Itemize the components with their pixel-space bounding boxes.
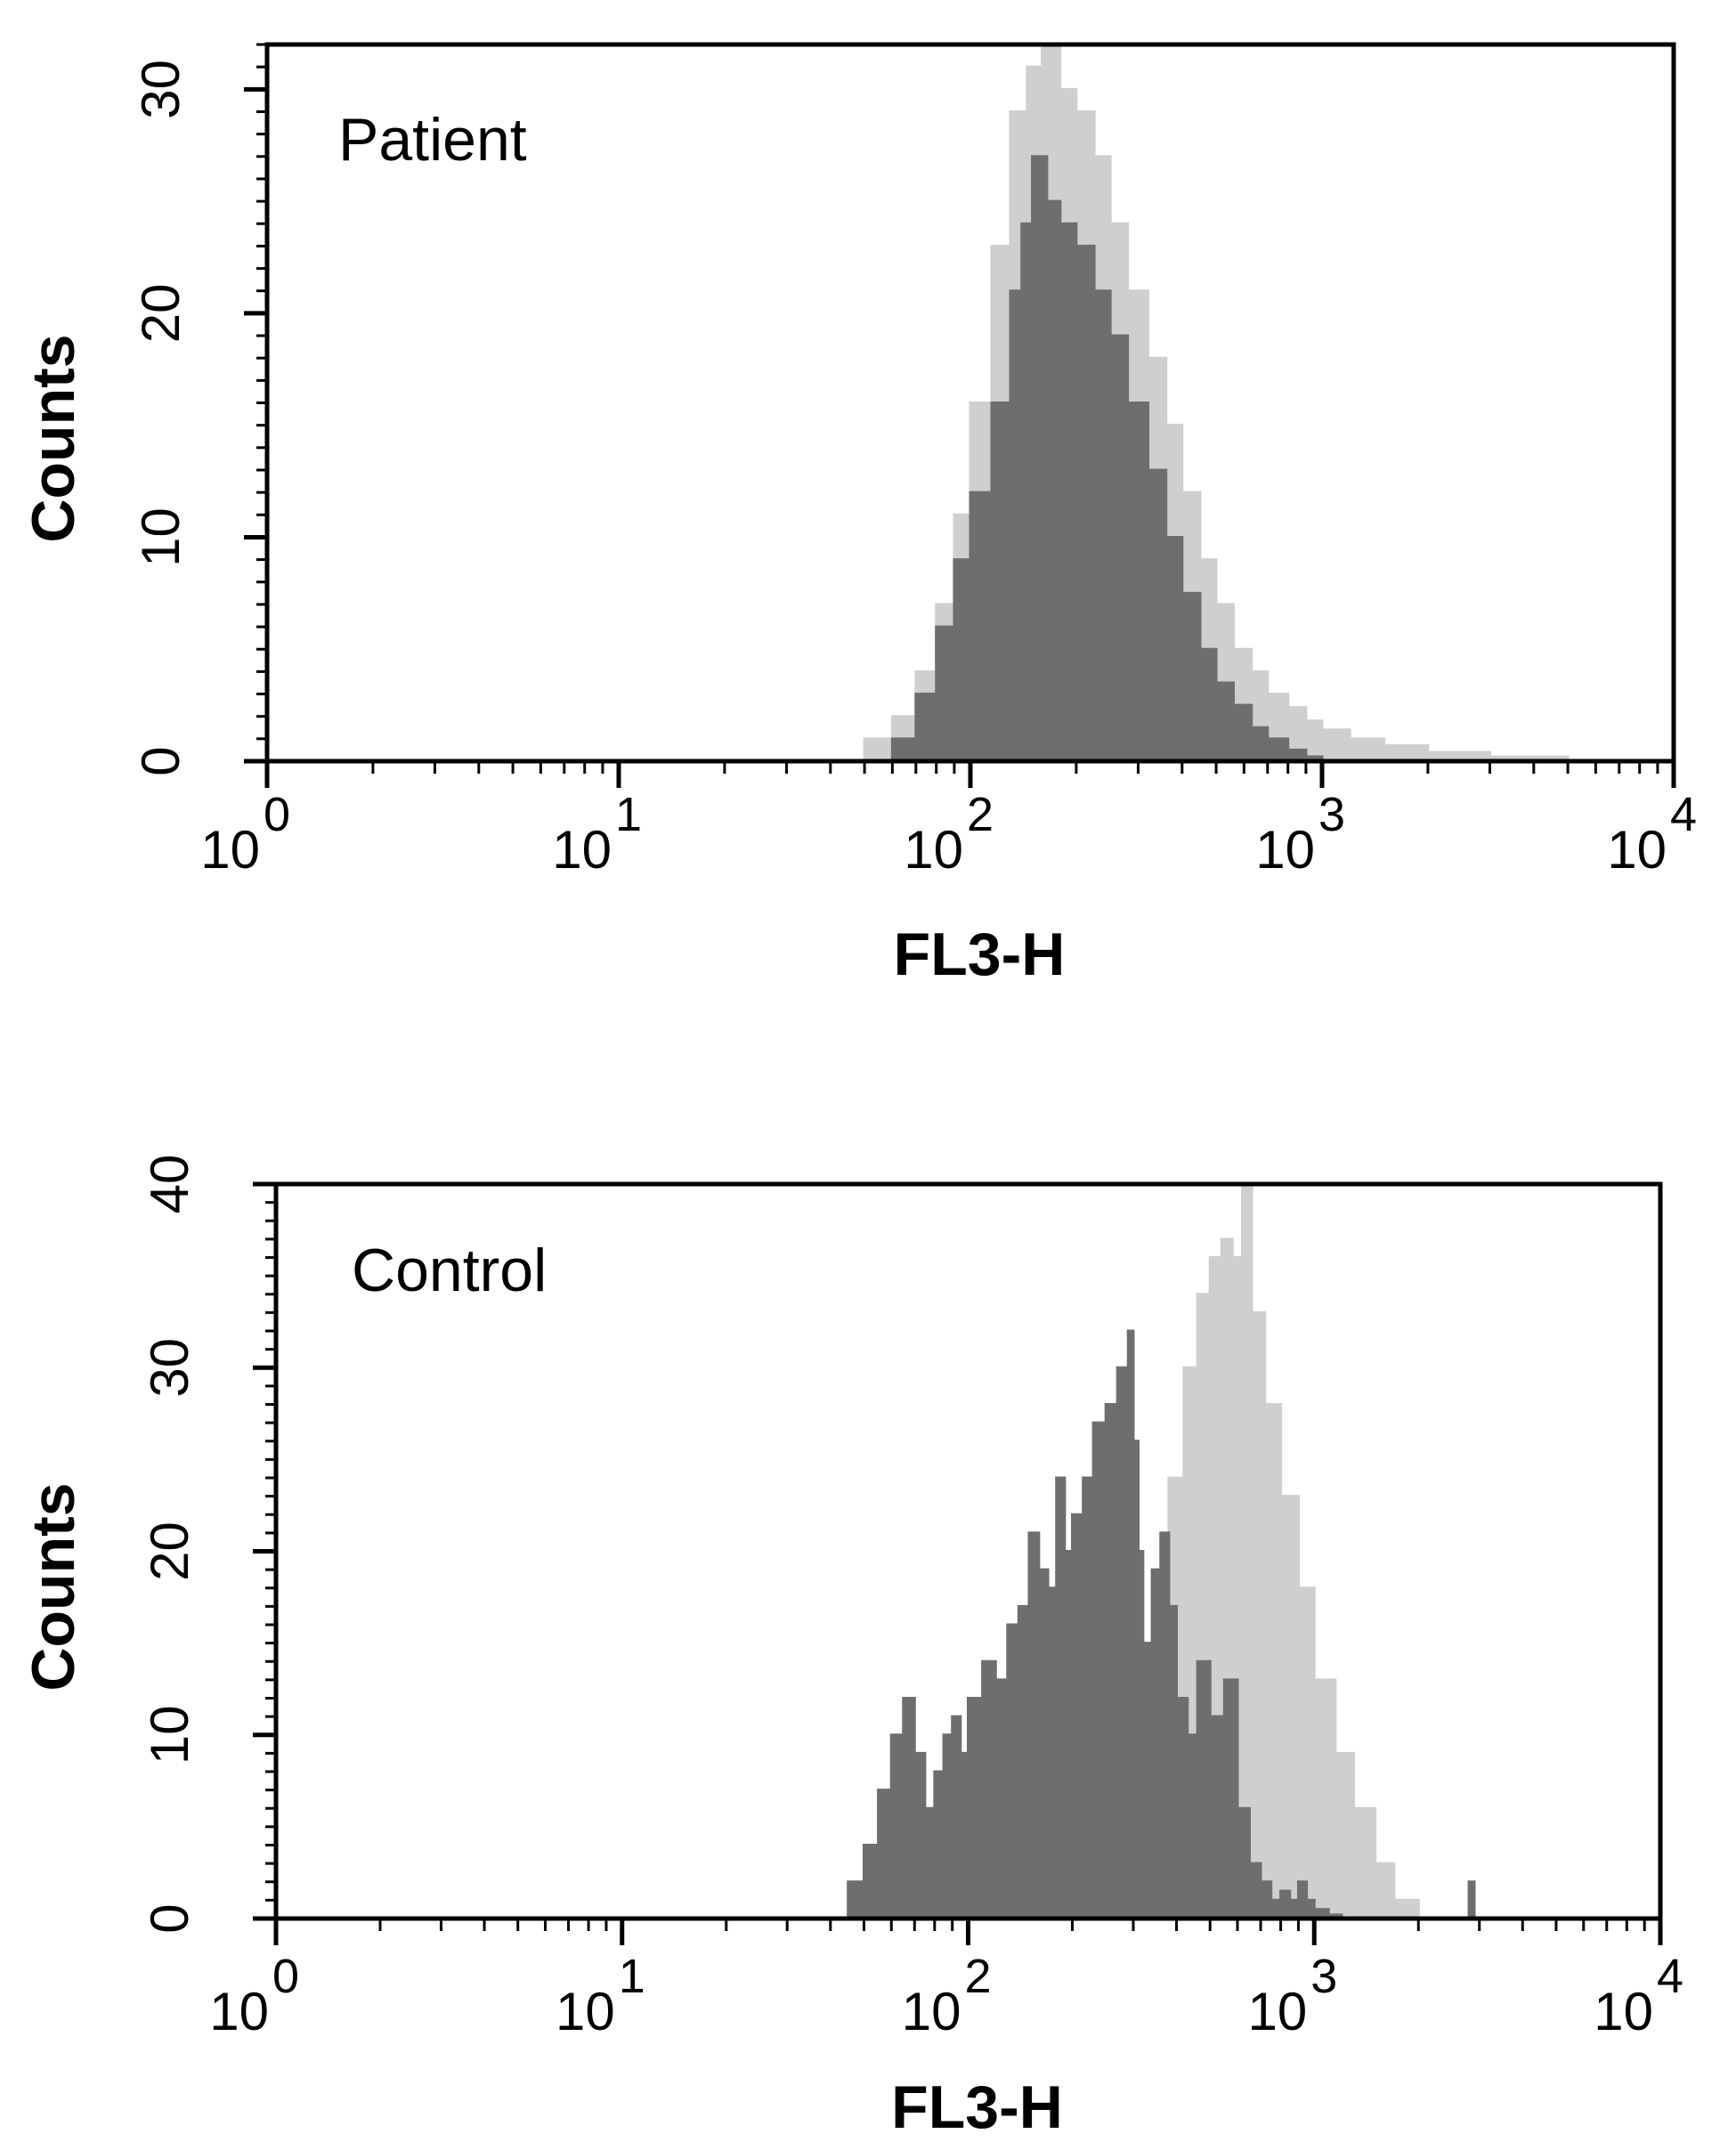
control-series-filled [830, 1329, 1476, 1920]
patient-x-tick-exponent: 2 [967, 788, 994, 841]
patient-x-tick-label: 10 [904, 820, 963, 880]
control-x-tick-exponent: 1 [619, 1950, 645, 2003]
control-x-tick-label: 10 [902, 1982, 961, 2041]
control-x-tick-exponent: 2 [965, 1950, 992, 2003]
control-x-tick-label: 10 [556, 1982, 615, 2041]
control-y-tick-label: 10 [140, 1705, 199, 1765]
patient-x-tick-exponent: 4 [1670, 788, 1697, 841]
patient-y-axis-title: Counts [20, 334, 87, 542]
control-x-tick-label: 10 [209, 1982, 269, 2041]
patient-x-tick-label: 10 [1607, 820, 1667, 880]
control-y-tick-label: 40 [140, 1155, 199, 1214]
control-y-tick-label: 30 [140, 1338, 199, 1398]
control-x-tick-exponent: 3 [1310, 1950, 1337, 2003]
control-y-tick-label: 0 [140, 1903, 199, 1933]
control-x-tick-exponent: 4 [1657, 1950, 1683, 2003]
control-y-axis-title: Counts [20, 1482, 87, 1691]
control-histogram-panel: 0 10 20 30 40 10 0 10 1 10 2 10 3 10 4 Control FL3-H Coun… [0, 1122, 1736, 2142]
patient-x-tick-exponent: 0 [264, 788, 290, 841]
patient-y-tick-label: 30 [131, 60, 191, 119]
control-y-tick-label: 20 [140, 1521, 199, 1581]
patient-y-tick-label: 10 [131, 507, 191, 567]
patient-x-tick-label: 10 [200, 820, 260, 880]
control-x-tick-exponent: 0 [272, 1950, 299, 2003]
patient-panel-label: Patient [338, 106, 527, 174]
patient-x-tick-label: 10 [552, 820, 612, 880]
patient-y-tick-label: 20 [131, 284, 191, 344]
control-x-tick-label: 10 [1248, 1982, 1308, 2041]
control-x-axis-title: FL3-H [891, 2073, 1063, 2141]
patient-histogram-panel: 0 10 20 30 10 0 10 1 10 2 10 3 10 4 Patient FL3-H Counts [0, 0, 1736, 1006]
patient-x-tick-label: 10 [1255, 820, 1315, 880]
patient-x-tick-exponent: 1 [615, 788, 642, 841]
patient-series-filled [864, 155, 1324, 763]
patient-x-axis-title: FL3-H [894, 921, 1066, 988]
control-x-tick-label: 10 [1594, 1982, 1653, 2041]
control-panel-label: Control [352, 1237, 547, 1304]
control-histogram-chart: 010203040100101102103104ControlFL3-HCoun… [20, 1155, 1683, 2141]
patient-x-tick-exponent: 3 [1318, 788, 1345, 841]
patient-y-tick-label: 0 [131, 746, 191, 775]
